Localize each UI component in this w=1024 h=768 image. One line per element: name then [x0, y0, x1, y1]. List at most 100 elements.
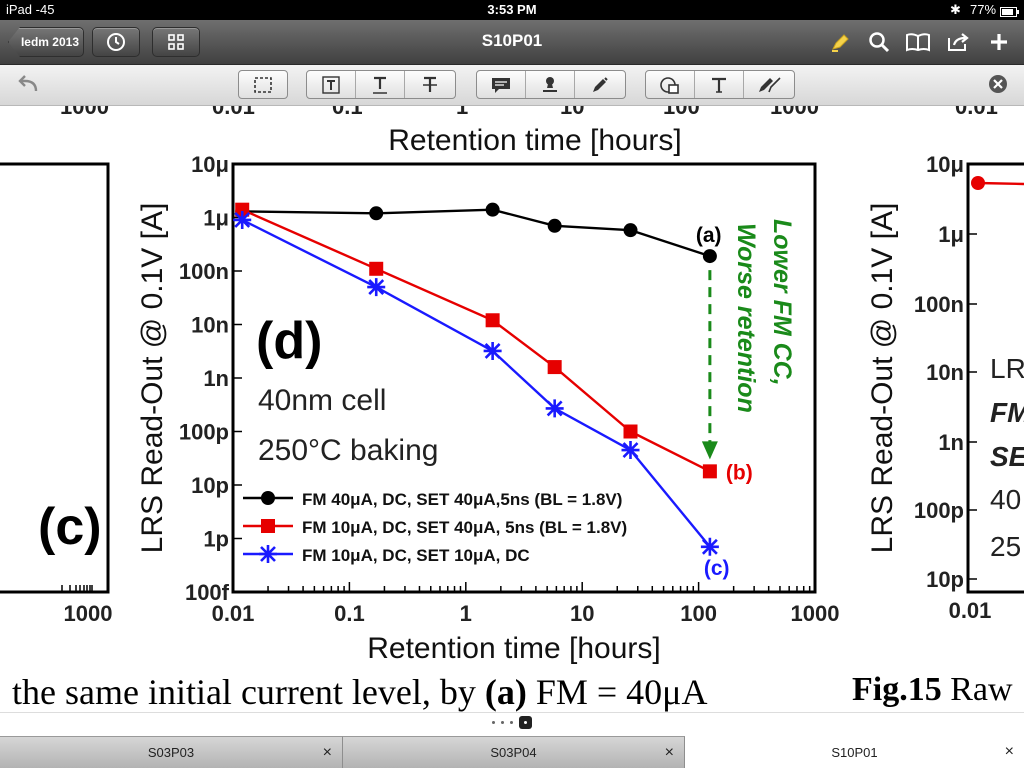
data-point [621, 441, 640, 460]
figure-caption-rest: Raw [942, 671, 1013, 708]
document-tabs: S03P03 × S03P04 × S10P01 × [0, 736, 1024, 768]
tab-s10p01[interactable]: S10P01 × [685, 736, 1024, 768]
select-rectangle-button[interactable] [239, 71, 287, 98]
shape-button[interactable] [646, 71, 695, 98]
arrow-text-line1: Lower FM CC, [768, 219, 796, 386]
status-bar: iPad -45 3:53 PM ✱ 77% [0, 0, 1024, 20]
pen-icon [592, 76, 608, 92]
bookmarks-button[interactable] [904, 28, 932, 56]
panel-right: 10μ 1μ 100n 10n 1n 100p 10p LRS Read-Out @ 0.1V… [866, 152, 1024, 623]
right-partial-text: SE [990, 441, 1024, 472]
right-y-tick-label: 100n [914, 292, 964, 317]
stamp-button[interactable] [526, 71, 575, 98]
chart-d: 0.01 0.1 1 10 100 1000 10μ 1μ 100n 10n 1n 100p 10p 1p… [136, 152, 839, 665]
y-tick-label: 1p [203, 527, 229, 552]
tab-close-icon[interactable]: × [1004, 743, 1014, 760]
page-dot [492, 721, 495, 724]
top-tick-label: 10 [560, 106, 584, 119]
arrow-text-line2: Worse retention [732, 223, 760, 413]
add-button[interactable] [985, 28, 1013, 56]
legend-entry: FM 40μA, DC, SET 40μA,5ns (BL = 1.8V) [302, 490, 622, 509]
annotation-toolbar [0, 65, 1024, 106]
plus-icon [991, 34, 1007, 50]
underline-text-button[interactable] [356, 71, 405, 98]
comment-button[interactable] [477, 71, 526, 98]
text-box-icon [322, 75, 340, 94]
x-axis-label: Retention time [hours] [367, 632, 660, 665]
undo-button[interactable] [16, 73, 42, 100]
data-point [545, 399, 564, 418]
document-viewport[interactable]: 1000 0.01 0.1 1 10 100 1000 0.01 Retenti… [0, 106, 1024, 712]
markup-tool-group [476, 70, 626, 99]
page-indicator[interactable] [0, 716, 1024, 729]
pencil-button[interactable] [744, 71, 793, 98]
right-data-point [971, 176, 985, 190]
page-dot [501, 721, 504, 724]
thumbnails-button[interactable] [152, 27, 200, 57]
data-point [702, 464, 717, 479]
page-dot [510, 721, 513, 724]
close-toolbar-button[interactable] [988, 74, 1008, 99]
text-box-button[interactable] [307, 71, 356, 98]
text-t-icon [712, 77, 726, 93]
right-partial-text: 40 [990, 484, 1021, 515]
top-tick-label: 0.01 [955, 106, 998, 119]
series-line [241, 218, 711, 548]
caption-bold: (a) [485, 672, 527, 712]
right-y-axis-label: LRS Read-Out @ 0.1V [A] [866, 203, 899, 554]
data-point [369, 206, 384, 221]
tab-s03p04[interactable]: S03P04 × [343, 736, 685, 768]
back-button[interactable]: Iedm 2013 [8, 27, 84, 57]
legend-entry: FM 10μA, DC, SET 40μA, 5ns (BL = 1.8V) [302, 518, 627, 537]
share-button[interactable] [944, 28, 972, 56]
data-point [700, 537, 719, 556]
strikethrough-text-button[interactable] [405, 71, 454, 98]
device-name: iPad -45 [6, 2, 55, 17]
tab-s03p03[interactable]: S03P03 × [0, 736, 343, 768]
annotation-cell: 40nm cell [258, 384, 386, 417]
tab-label: S10P01 [831, 744, 878, 760]
y-tick-label: 100f [185, 580, 230, 605]
y-tick-label: 10μ [191, 152, 229, 177]
grid-icon [168, 34, 184, 50]
data-point [702, 249, 717, 264]
right-series-line [977, 181, 1024, 186]
x-tick-label: 100 [680, 601, 717, 626]
clock-time: 3:53 PM [487, 2, 537, 17]
right-plot-frame [966, 162, 1024, 594]
x-tick-label: 0.01 [212, 601, 255, 626]
book-icon [906, 33, 930, 52]
x-tick-label: 1000 [791, 601, 840, 626]
battery-level: 77% [970, 2, 997, 17]
typewriter-button[interactable] [695, 71, 744, 98]
data-point [483, 341, 502, 360]
strikethrough-icon [422, 76, 437, 92]
history-button[interactable] [92, 27, 140, 57]
pen-button[interactable] [575, 71, 624, 98]
caption-text: the same initial current level, by [12, 672, 485, 712]
tab-close-icon[interactable]: × [322, 744, 332, 761]
series-point-label: (c) [704, 557, 730, 580]
data-point [547, 360, 562, 375]
underline-icon [373, 76, 387, 94]
data-point [367, 278, 386, 297]
dashed-rectangle-icon [254, 76, 272, 93]
right-partial-text: FM [990, 397, 1024, 428]
series-line [242, 208, 711, 258]
figure-label: Fig.15 [852, 671, 942, 708]
plot-frame [231, 162, 817, 594]
figure-caption: Fig.15 Raw [852, 671, 1013, 708]
top-tick-label: 0.01 [212, 106, 255, 119]
search-icon [869, 32, 890, 53]
panel-d-label: (d) [256, 312, 322, 370]
data-point [623, 424, 638, 439]
highlighter-button[interactable] [826, 28, 854, 56]
search-button[interactable] [865, 28, 893, 56]
y-axis-label: LRS Read-Out @ 0.1V [A] [136, 203, 169, 554]
tab-close-icon[interactable]: × [664, 744, 674, 761]
y-tick-label: 10n [191, 313, 229, 338]
caption-line: the same initial current level, by (a) F… [12, 672, 707, 712]
navigation-bar: Iedm 2013 S10P01 [0, 20, 1024, 65]
y-tick-label: 100p [179, 420, 229, 445]
right-partial-text: 25 [990, 531, 1021, 562]
